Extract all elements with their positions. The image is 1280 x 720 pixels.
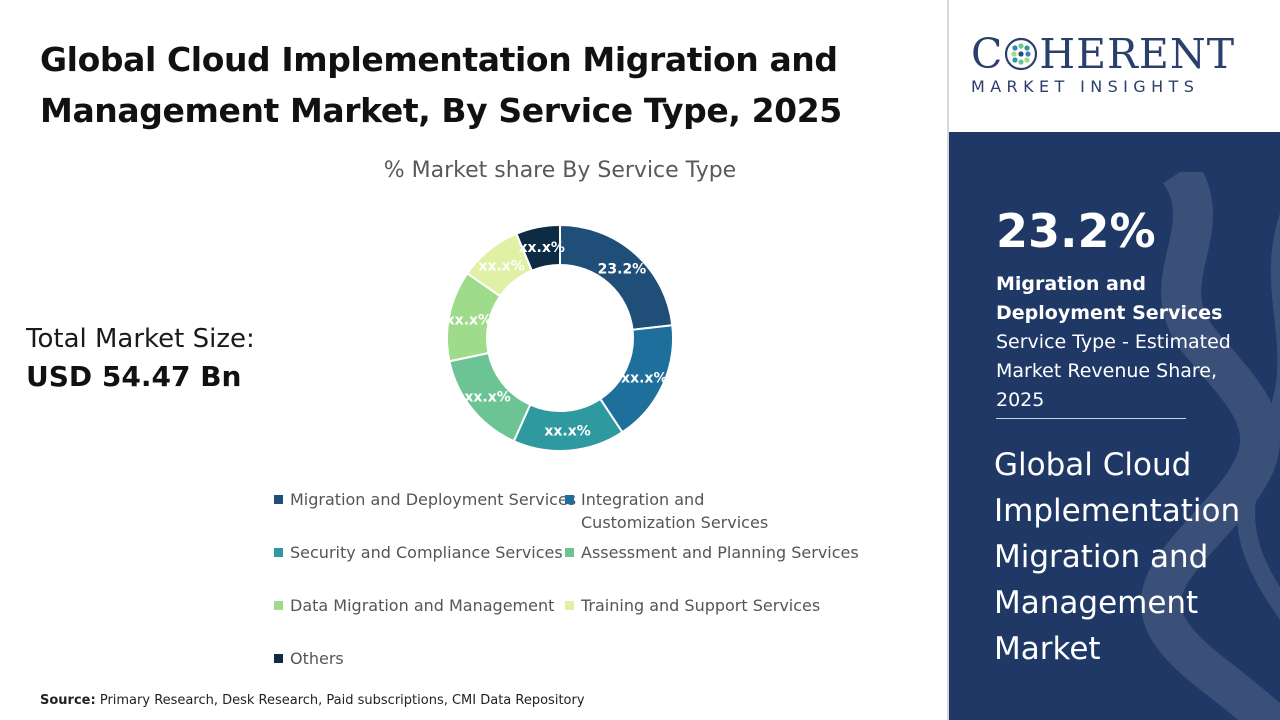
logo-wordmark: C HERENT: [971, 30, 1235, 78]
map-texture-decoration: [1140, 172, 1280, 720]
source-text: Primary Research, Desk Research, Paid su…: [99, 693, 585, 708]
donut-data-label-4: xx.x%: [464, 389, 510, 405]
panel-divider: [947, 0, 949, 720]
legend-swatch: [565, 548, 574, 557]
legend-label: Others: [290, 649, 344, 668]
globe-dots-icon: [1005, 37, 1038, 71]
legend-label: Integration and Customization Services: [581, 490, 769, 532]
donut-data-label-2: xx.x%: [621, 370, 667, 386]
source-label: Source:: [40, 693, 96, 708]
legend-label: Migration and Deployment Services: [290, 490, 577, 509]
highlight-percent: 23.2%: [996, 204, 1156, 258]
donut-slice-7: [515, 223, 561, 272]
market-size-value: USD 54.47 Bn: [26, 360, 242, 393]
legend-swatch: [274, 548, 283, 557]
legend-label: Assessment and Planning Services: [581, 543, 859, 562]
source-note: Source: Primary Research, Desk Research,…: [40, 693, 585, 708]
highlight-segment: Migration and Deployment Services: [996, 273, 1223, 324]
chart-panel: Global Cloud Implementation Migration an…: [26, 40, 859, 708]
donut-data-label-1: 23.2%: [598, 262, 647, 278]
logo-tagline: MARKET INSIGHTS: [971, 77, 1200, 96]
donut-data-label-3: xx.x%: [544, 424, 590, 440]
summary-panel: C HERENT MARKET INSIGHTS: [949, 0, 1280, 720]
donut-chart: 23.2% xx.x% xx.x% xx.x% xx.x% xx.x% xx.x%: [446, 223, 674, 452]
donut-data-label-6: xx.x%: [478, 259, 524, 275]
logo-letters-herent: HERENT: [1039, 30, 1236, 78]
logo-letter-c: C: [971, 30, 1004, 78]
brand-logo: C HERENT MARKET INSIGHTS: [949, 0, 1280, 132]
legend-label: Data Migration and Management: [290, 596, 555, 615]
market-size-label: Total Market Size:: [26, 324, 255, 354]
legend-swatch: [565, 601, 574, 610]
legend-swatch: [274, 601, 283, 610]
page-title: Global Cloud Implementation Migration an…: [40, 40, 842, 130]
divider-rule: [996, 418, 1186, 419]
highlight-description: Service Type - Estimated Market Revenue …: [996, 331, 1231, 411]
market-name: Global Cloud Implementation Migration an…: [994, 447, 1241, 667]
legend-swatch: [565, 495, 574, 504]
highlight-panel: 23.2% Migration and Deployment Services …: [949, 132, 1280, 720]
legend-label: Training and Support Services: [581, 596, 821, 615]
legend-swatch: [274, 495, 283, 504]
market-size-block: Total Market Size: USD 54.47 Bn: [26, 324, 255, 393]
donut-data-label-5: xx.x%: [446, 312, 492, 328]
legend-label: Security and Compliance Services: [290, 543, 563, 562]
chart-title: % Market share By Service Type: [383, 158, 737, 183]
donut-data-label-7: xx.x%: [518, 240, 564, 256]
legend-swatch: [274, 654, 283, 663]
